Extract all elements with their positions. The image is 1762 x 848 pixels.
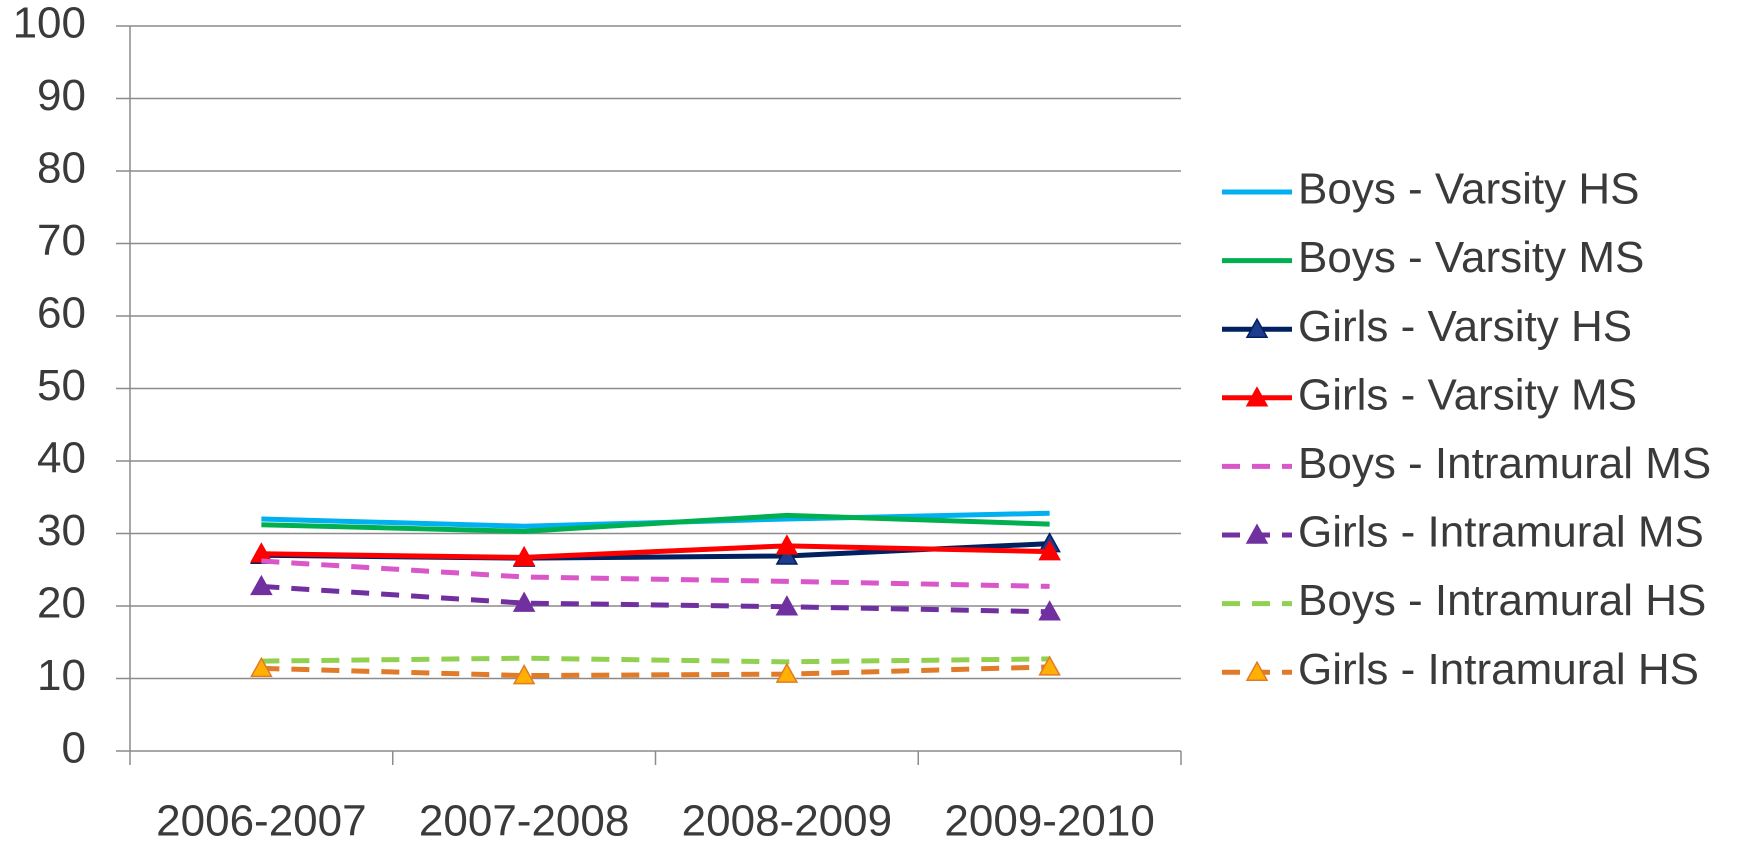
series-line (261, 664, 1050, 679)
legend-label: Girls - Varsity HS (1298, 302, 1632, 351)
x-tick-label: 2009-2010 (944, 797, 1154, 846)
legend-label: Boys - Varsity HS (1298, 165, 1639, 214)
legend-marker (1245, 386, 1269, 407)
y-tick-label: 20 (37, 579, 86, 628)
marker (775, 595, 799, 616)
series-line (261, 512, 1050, 534)
legend-label: Boys - Varsity MS (1298, 233, 1644, 282)
marker (1038, 655, 1061, 676)
marker (250, 656, 273, 678)
marker (512, 591, 536, 612)
legend-marker (1245, 660, 1269, 681)
legend-marker (1245, 523, 1269, 544)
y-tick-label: 30 (37, 506, 86, 555)
series-line (261, 558, 1050, 589)
series-line (261, 655, 1050, 665)
series-line (261, 543, 1050, 560)
marker (512, 664, 536, 685)
legend-label: Girls - Varsity MS (1298, 370, 1637, 419)
y-tick-label: 60 (37, 289, 86, 338)
y-tick-label: 90 (37, 71, 86, 120)
x-tick-label: 2006-2007 (156, 797, 366, 846)
marker (775, 662, 799, 683)
x-tick-label: 2007-2008 (419, 797, 629, 846)
y-tick-label: 40 (37, 434, 86, 483)
legend-label: Boys - Intramural HS (1298, 576, 1706, 625)
y-tick-label: 10 (37, 651, 86, 700)
legend-label: Girls - Intramural MS (1298, 508, 1704, 557)
x-tick-label: 2008-2009 (682, 797, 892, 846)
marker (775, 534, 799, 555)
y-tick-label: 100 (13, 0, 86, 48)
legend-label: Girls - Intramural HS (1298, 645, 1699, 694)
marker (1038, 600, 1061, 621)
y-tick-label: 0 (62, 724, 86, 773)
marker (1038, 540, 1061, 561)
marker (512, 545, 536, 567)
legend-marker (1245, 317, 1269, 338)
y-tick-label: 80 (37, 144, 86, 193)
marker (775, 544, 799, 565)
y-tick-label: 70 (37, 216, 86, 265)
series-line (261, 583, 1050, 615)
marker (250, 574, 273, 596)
y-tick-label: 50 (37, 361, 86, 410)
legend-label: Boys - Intramural MS (1298, 439, 1711, 488)
